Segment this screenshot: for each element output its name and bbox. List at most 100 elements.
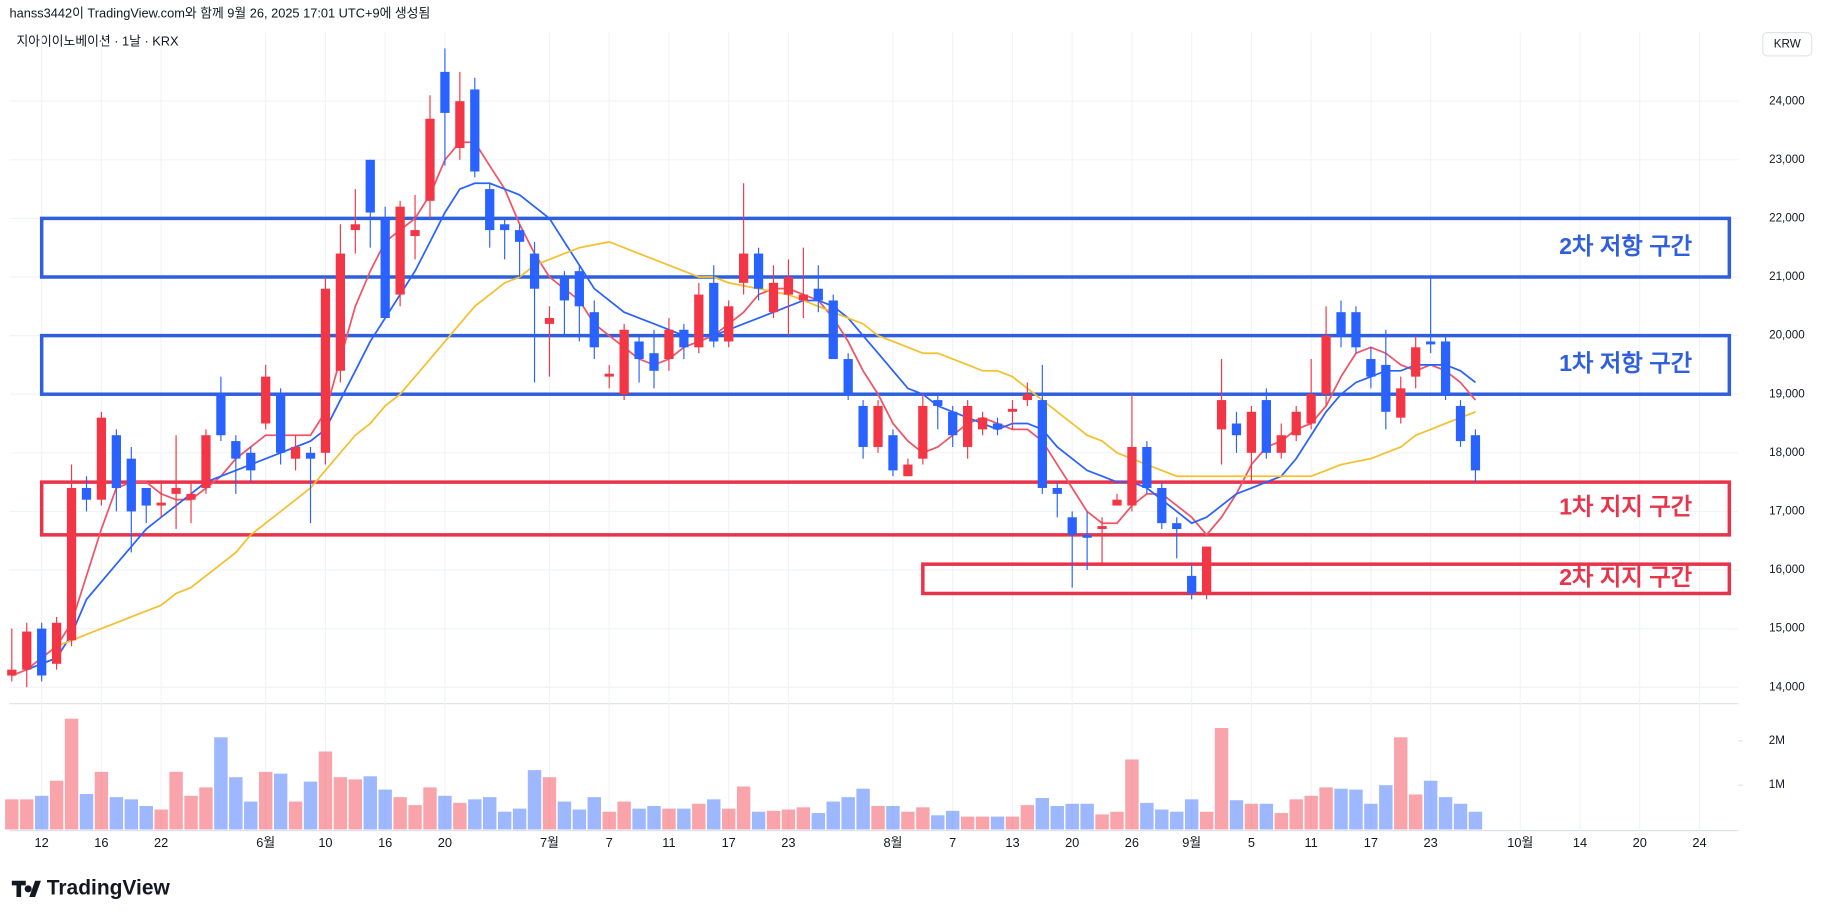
candle-body bbox=[156, 502, 166, 506]
volume-bar bbox=[1125, 759, 1139, 830]
x-tick-label: 7 bbox=[606, 835, 613, 850]
volume-bar bbox=[617, 801, 631, 830]
candle-body bbox=[1426, 341, 1436, 345]
volume-bar bbox=[721, 808, 736, 830]
candle-body bbox=[410, 230, 420, 236]
candle-body bbox=[574, 271, 584, 307]
y-tick-label: 19,000 bbox=[1769, 387, 1805, 400]
candle-body bbox=[276, 394, 286, 453]
x-tick-label: 16 bbox=[94, 835, 108, 850]
x-tick-label: 20 bbox=[1065, 835, 1079, 850]
x-tick-label: 22 bbox=[154, 835, 168, 850]
candle-body bbox=[186, 493, 196, 500]
volume-bar bbox=[273, 773, 288, 830]
candle-body bbox=[1097, 526, 1107, 530]
candle-body bbox=[1201, 546, 1212, 594]
candle-body bbox=[246, 452, 256, 471]
x-tick-label: 12 bbox=[35, 835, 49, 850]
x-tick-label: 5 bbox=[1248, 835, 1255, 850]
volume-bar bbox=[542, 777, 557, 830]
volume-bar bbox=[692, 803, 706, 830]
volume-bar bbox=[856, 788, 870, 830]
volume-bar bbox=[1304, 795, 1318, 830]
candle-body bbox=[290, 446, 301, 459]
volume-bar bbox=[826, 801, 840, 830]
volume-bar bbox=[318, 751, 333, 830]
x-tick-label: 14 bbox=[1573, 835, 1587, 850]
candle-body bbox=[261, 376, 271, 424]
candle-body bbox=[365, 159, 375, 213]
volume-bar bbox=[94, 771, 109, 830]
volume-bar bbox=[468, 799, 482, 830]
volume-bar bbox=[602, 811, 616, 830]
volume-bar bbox=[1214, 728, 1229, 830]
candle-body bbox=[992, 423, 1003, 430]
candle-body bbox=[1246, 411, 1257, 453]
x-tick-label: 7월 bbox=[540, 835, 559, 850]
volume-bar bbox=[79, 794, 94, 830]
candle-body bbox=[679, 329, 689, 348]
candle-body bbox=[559, 277, 570, 301]
candle-body bbox=[963, 405, 973, 447]
volume-bar bbox=[303, 781, 318, 830]
volume-bar bbox=[1423, 780, 1438, 830]
candle-body bbox=[858, 405, 868, 447]
candle-body bbox=[1142, 446, 1152, 488]
candle-body bbox=[589, 312, 599, 348]
volume-bar bbox=[1080, 803, 1094, 830]
x-tick-label: 20 bbox=[438, 835, 452, 850]
volume-bar bbox=[363, 776, 377, 830]
candle-body bbox=[709, 282, 719, 342]
volume-bar bbox=[901, 811, 915, 830]
candle-body bbox=[440, 71, 450, 113]
volume-bar bbox=[393, 797, 407, 830]
logo-text: TradingView bbox=[47, 876, 171, 899]
candle-body bbox=[813, 288, 823, 301]
candle-body bbox=[81, 487, 92, 500]
volume-tick-label: 1M bbox=[1769, 778, 1785, 791]
candle-body bbox=[37, 628, 47, 676]
candle-body bbox=[903, 464, 913, 477]
zone bbox=[39, 333, 1732, 396]
y-tick-label: 20,000 bbox=[1769, 329, 1805, 342]
candle-body bbox=[514, 230, 525, 242]
credit: hanss3442이 TradingView.com와 함께 9월 26, 20… bbox=[9, 5, 430, 20]
y-tick-label: 23,000 bbox=[1769, 153, 1805, 166]
volume-bar bbox=[1274, 813, 1289, 830]
volume-bar bbox=[1289, 799, 1303, 830]
volume-bar bbox=[1095, 814, 1109, 830]
volume-bar bbox=[348, 779, 363, 830]
x-tick-label: 10월 bbox=[1507, 835, 1533, 850]
candle-body bbox=[783, 277, 794, 295]
volume-bar bbox=[378, 789, 392, 830]
x-tick-label: 17 bbox=[722, 835, 736, 850]
x-tick-label: 6월 bbox=[256, 835, 275, 850]
volume-bar bbox=[1170, 811, 1184, 830]
candle-body bbox=[1082, 534, 1092, 538]
candle-body bbox=[171, 487, 181, 494]
candle-body bbox=[1396, 388, 1406, 418]
candle-body bbox=[1276, 435, 1286, 453]
candle-body bbox=[933, 400, 943, 406]
x-tick-label: 24 bbox=[1692, 835, 1706, 850]
volume-bar bbox=[1035, 798, 1050, 830]
y-tick-label: 15,000 bbox=[1769, 622, 1805, 635]
volume-bar bbox=[453, 802, 467, 830]
candle-body bbox=[425, 118, 435, 201]
candle-body bbox=[305, 452, 316, 459]
candle-body bbox=[724, 306, 734, 342]
volume-bar bbox=[1229, 800, 1244, 830]
candle-body bbox=[335, 253, 346, 371]
candle-body bbox=[66, 487, 77, 641]
candle-body bbox=[1067, 517, 1077, 535]
candle-body bbox=[649, 353, 659, 371]
volume-bar bbox=[736, 786, 751, 830]
candle-body bbox=[1216, 400, 1227, 430]
volume-bar bbox=[707, 799, 721, 830]
x-tick-label: 11 bbox=[1305, 835, 1318, 850]
volume-bar bbox=[423, 787, 437, 830]
volume-bar bbox=[587, 797, 601, 830]
volume-bar bbox=[960, 816, 975, 830]
volume-bar bbox=[632, 808, 646, 830]
volume-bar bbox=[244, 801, 258, 830]
